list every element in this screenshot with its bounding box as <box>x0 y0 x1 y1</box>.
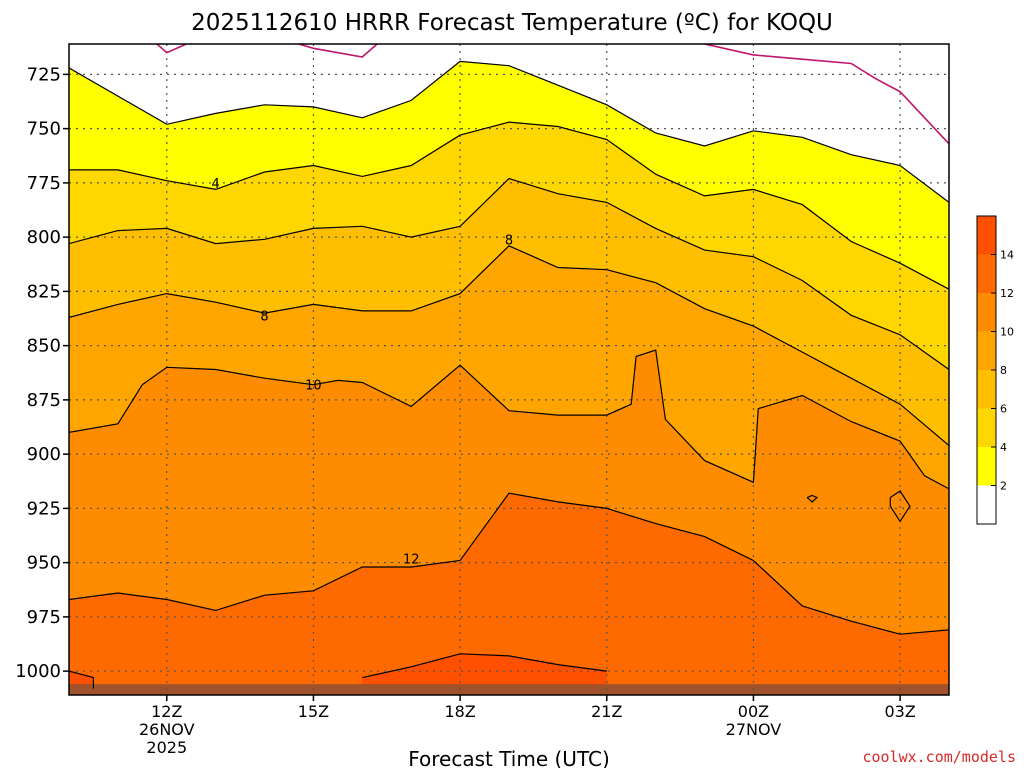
colorbar-band <box>977 370 996 409</box>
colorbar-label: 6 <box>1000 403 1007 416</box>
y-tick-label: 850 <box>27 336 61 357</box>
freezing-line <box>298 44 378 58</box>
x-tick-label: 03Z <box>884 702 915 721</box>
colorbar: 2 4 6 8 10 12 14 <box>976 215 1014 525</box>
colorbar-band <box>977 254 996 293</box>
isotherm-line-11 <box>806 494 819 503</box>
colorbar-label: 12 <box>1000 287 1014 300</box>
x-tick-label: 15Z <box>298 702 329 721</box>
isotherm-line-6 <box>69 177 949 370</box>
isotherm-line-10 <box>69 349 949 490</box>
plot-area: 4 8 8 10 12 <box>69 44 949 695</box>
isotherm-line-14 <box>69 670 94 689</box>
colorbar-label: 4 <box>1000 441 1007 454</box>
colorbar-band <box>977 216 996 255</box>
y-tick-label: 875 <box>27 390 61 411</box>
freezing-line <box>156 44 187 54</box>
underground-surface <box>69 684 949 695</box>
colorbar-band <box>977 447 996 486</box>
chart-title: 2025112610 HRRR Forecast Temperature (ºC… <box>191 10 833 36</box>
contour-label: 8 <box>260 309 268 324</box>
y-tick-label: 950 <box>27 553 61 574</box>
isotherm-line-4 <box>69 121 949 290</box>
isotherm-line-14 <box>362 653 607 679</box>
y-tick-label: 975 <box>27 607 61 628</box>
isotherm-line-2 <box>69 60 949 203</box>
x-tick-label: 00Z <box>738 702 769 721</box>
x-axis-label: Forecast Time (UTC) <box>408 747 610 768</box>
colorbar-label: 2 <box>1000 480 1007 493</box>
y-tick-label: 800 <box>27 227 61 248</box>
x-tick-date: 27NOV <box>726 720 782 739</box>
freezing-line <box>704 44 949 145</box>
y-tick-label: 750 <box>27 119 61 140</box>
x-tick-date: 26NOV <box>139 720 195 739</box>
y-tick-label: 725 <box>27 64 61 85</box>
colorbar-label: 8 <box>1000 364 1007 377</box>
contour-label: 8 <box>505 233 513 248</box>
contour-label: 4 <box>212 177 220 192</box>
y-tick-label: 1000 <box>15 661 61 682</box>
y-tick-label: 775 <box>27 173 61 194</box>
y-tick-label: 825 <box>27 281 61 302</box>
y-tick-label: 900 <box>27 444 61 465</box>
temperature-band-12 <box>69 493 949 695</box>
isotherm-line-8 <box>69 245 949 446</box>
contour-label: 10 <box>305 379 322 394</box>
plot-fill-group: 4 8 8 10 12 <box>69 44 949 695</box>
y-tick-label: 925 <box>27 498 61 519</box>
axes: 725 750 775 800 825 850 875 900 925 950 975 1000 12Z… <box>15 43 950 757</box>
colorbar-label: 10 <box>1000 326 1014 339</box>
x-tick-year: 2025 <box>146 738 187 757</box>
x-tick-label: 12Z <box>151 702 182 721</box>
colorbar-band <box>977 408 996 447</box>
colorbar-band <box>977 485 996 524</box>
x-tick-label: 18Z <box>444 702 475 721</box>
colorbar-band <box>977 331 996 370</box>
credit-link[interactable]: coolwx.com/models <box>862 748 1016 766</box>
x-tick-label: 21Z <box>591 702 622 721</box>
colorbar-band <box>977 293 996 332</box>
isotherm-line-12 <box>69 492 949 635</box>
colorbar-label: 14 <box>1000 249 1014 262</box>
isotherm-line-11 <box>889 490 911 523</box>
contour-label: 12 <box>403 552 420 567</box>
plot-frame <box>68 43 950 696</box>
